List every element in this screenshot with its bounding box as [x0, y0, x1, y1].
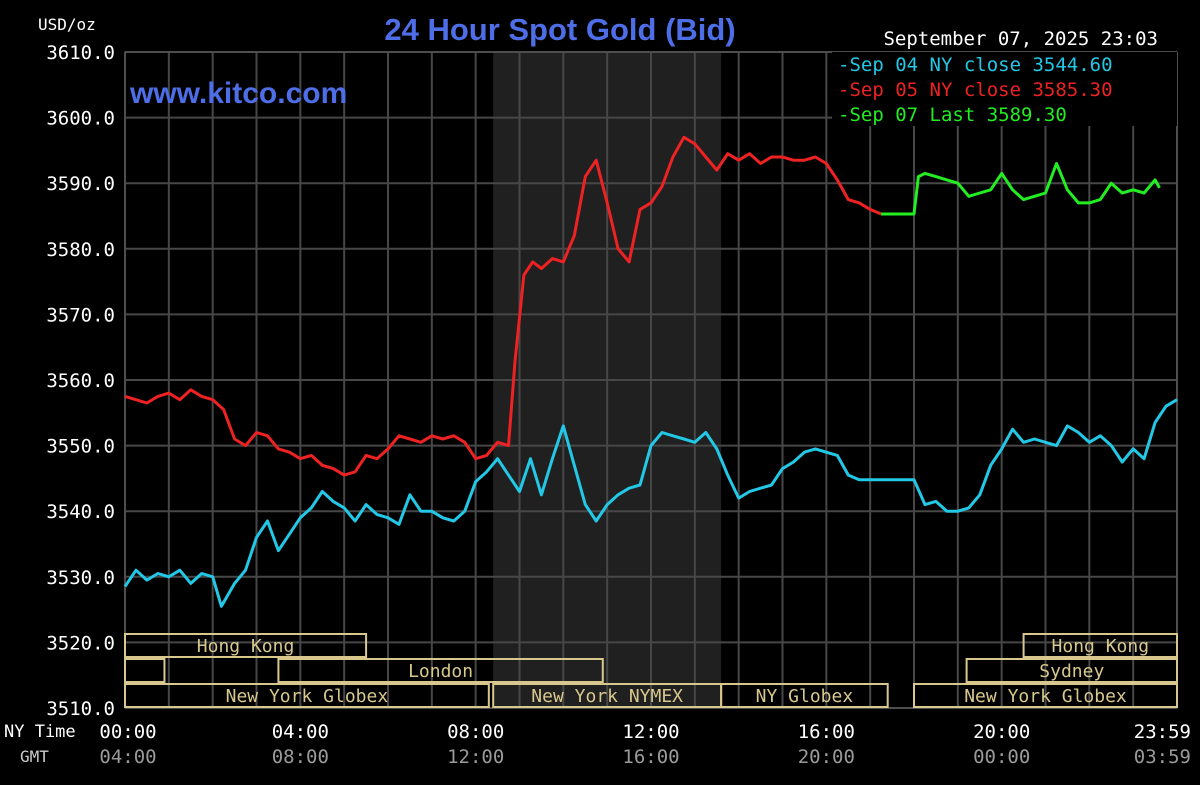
- x-tick-label-ny: 00:00: [99, 721, 156, 743]
- legend-entry-3: -Sep 07 Last 3589.30: [838, 104, 1067, 126]
- session-box: [1022, 633, 1178, 658]
- x-tick-label-ny: 04:00: [272, 721, 329, 743]
- timestamp: September 07, 2025 23:03: [883, 28, 1158, 50]
- x-label-gmt: GMT: [20, 747, 49, 766]
- x-tick-label-gmt: 08:00: [272, 746, 329, 768]
- y-tick-label: 3580.0: [46, 239, 115, 261]
- legend-entry-2: -Sep 05 NY close 3585.30: [838, 79, 1113, 101]
- session-label: Hong Kong: [197, 636, 295, 657]
- chart-title: 24 Hour Spot Gold (Bid): [384, 12, 735, 47]
- session-label: New York Globex: [964, 686, 1127, 707]
- y-tick-label: 3600.0: [46, 108, 115, 130]
- series-line-1: [123, 398, 1178, 608]
- session-box: [913, 683, 1178, 708]
- series-line-2: [124, 135, 882, 477]
- session-label: Sydney: [1039, 661, 1104, 682]
- legend-entry-1: -Sep 04 NY close 3544.60: [838, 54, 1113, 76]
- y-tick-label: 3510.0: [46, 698, 115, 720]
- y-tick-label: 3520.0: [46, 632, 115, 654]
- y-tick-label: 3530.0: [46, 567, 115, 589]
- session-box: [124, 658, 166, 683]
- x-tick-label-gmt: 16:00: [622, 746, 679, 768]
- x-tick-label-gmt: 04:00: [99, 746, 156, 768]
- x-tick-label-ny: 20:00: [973, 721, 1030, 743]
- session-box: [124, 633, 368, 658]
- session-box: [124, 683, 490, 708]
- y-tick-label: 3610.0: [46, 42, 115, 64]
- session-label: NY Globex: [756, 686, 854, 707]
- units-label: USD/oz: [38, 15, 96, 34]
- y-tick-label: 3560.0: [46, 370, 115, 392]
- session-label: New York NYMEX: [531, 686, 683, 707]
- x-tick-label-ny: 12:00: [622, 721, 679, 743]
- x-tick-label-ny: 23:59: [1134, 721, 1191, 743]
- y-tick-label: 3550.0: [46, 436, 115, 458]
- x-tick-label-ny: 16:00: [798, 721, 855, 743]
- x-tick-label-gmt: 12:00: [447, 746, 504, 768]
- series-line-3: [881, 162, 1161, 216]
- session-label: London: [408, 661, 473, 682]
- session-label: Hong Kong: [1052, 636, 1150, 657]
- y-tick-label: 3540.0: [46, 501, 115, 523]
- website-watermark: www.kitco.com: [129, 77, 347, 110]
- legend-box: [832, 52, 1177, 126]
- legend: -Sep 04 NY close 3544.60 -Sep 05 NY close…: [838, 54, 1113, 126]
- x-label-ny: NY Time: [4, 722, 76, 742]
- session-box: [277, 658, 604, 683]
- session-box: [720, 683, 889, 708]
- x-tick-label-gmt: 20:00: [798, 746, 855, 768]
- x-tick-label-gmt: 03:59: [1134, 746, 1191, 768]
- y-tick-label: 3590.0: [46, 173, 115, 195]
- session-label: New York Globex: [226, 686, 389, 707]
- x-tick-label-ny: 08:00: [447, 721, 504, 743]
- x-tick-label-gmt: 00:00: [973, 746, 1030, 768]
- y-tick-label: 3570.0: [46, 304, 115, 326]
- session-box: [965, 658, 1178, 683]
